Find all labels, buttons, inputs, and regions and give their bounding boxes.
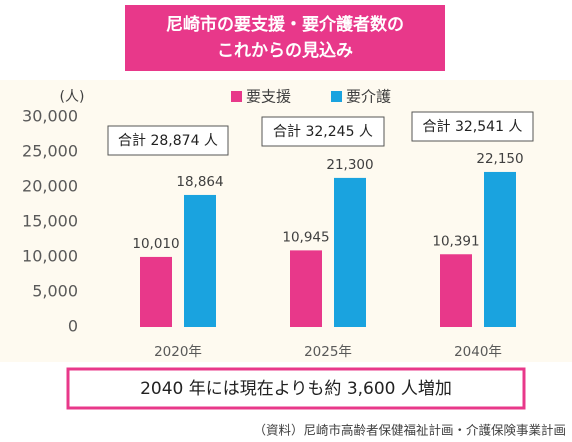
y-tick-label: 5,000 [32, 282, 78, 301]
legend-label: 要介護 [346, 88, 391, 106]
value-label: 21,300 [326, 157, 373, 173]
legend-swatch [331, 91, 342, 102]
y-tick-label: 0 [68, 317, 78, 336]
x-tick-label: 2025年 [304, 344, 352, 360]
legend-swatch [231, 91, 242, 102]
bar [184, 194, 216, 327]
bar [290, 250, 322, 327]
value-label: 10,391 [432, 233, 479, 249]
title-box [125, 5, 445, 71]
y-tick-label: 10,000 [22, 247, 78, 266]
legend-label: 要支援 [246, 88, 291, 106]
chart-title: これからの見込み [217, 41, 353, 61]
y-tick-label: 20,000 [22, 177, 78, 196]
value-label: 18,864 [176, 174, 223, 190]
value-label: 22,150 [476, 151, 523, 167]
total-box [411, 111, 534, 142]
y-tick-label: 15,000 [22, 212, 78, 231]
chart-title: 尼崎市の要支援・要介護者数の [166, 14, 404, 35]
bar [140, 256, 172, 327]
total-box [107, 125, 229, 156]
bar [484, 171, 516, 327]
bar [440, 254, 472, 327]
x-tick-label: 2020年 [154, 344, 202, 360]
total-label: 合計 28,874 人 [118, 133, 218, 149]
value-label: 10,945 [282, 229, 329, 245]
total-label: 合計 32,245 人 [273, 124, 373, 140]
summary: 2040 年には現在よりも約 3,600 人増加 [140, 379, 452, 399]
bar [334, 177, 366, 327]
y-tick-label: 30,000 [22, 107, 78, 126]
y-unit: (人) [60, 89, 85, 105]
total-box [261, 116, 385, 147]
summary-box [66, 367, 526, 410]
total-label: 合計 32,541 人 [423, 119, 523, 135]
source: （資料）尼崎市高齢者保健福祉計画・介護保険事業計画 [253, 423, 566, 438]
value-label: 10,010 [132, 236, 179, 252]
y-tick-label: 25,000 [22, 142, 78, 161]
x-tick-label: 2040年 [454, 344, 502, 360]
